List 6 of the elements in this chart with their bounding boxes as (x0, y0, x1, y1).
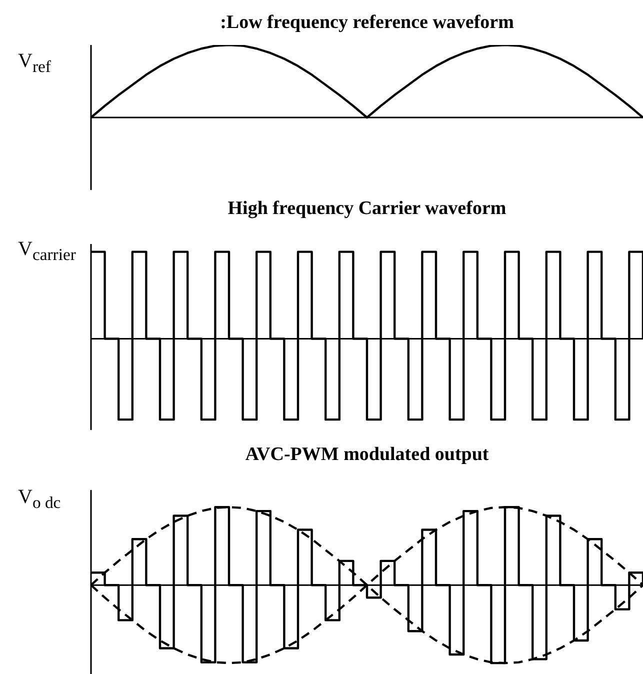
y-axis-title: V$_{ref}$ (18, 50, 51, 77)
chart-title: :Low frequency reference waveform (219, 12, 515, 34)
chart-title: AVC-PWM modulated output (244, 444, 490, 466)
y-axis-title: V$_{o dc}$ (18, 486, 61, 513)
y-axis-title: V$_{carrier}$ (18, 238, 76, 265)
chart-title: High frequency Carrier waveform (226, 198, 508, 220)
